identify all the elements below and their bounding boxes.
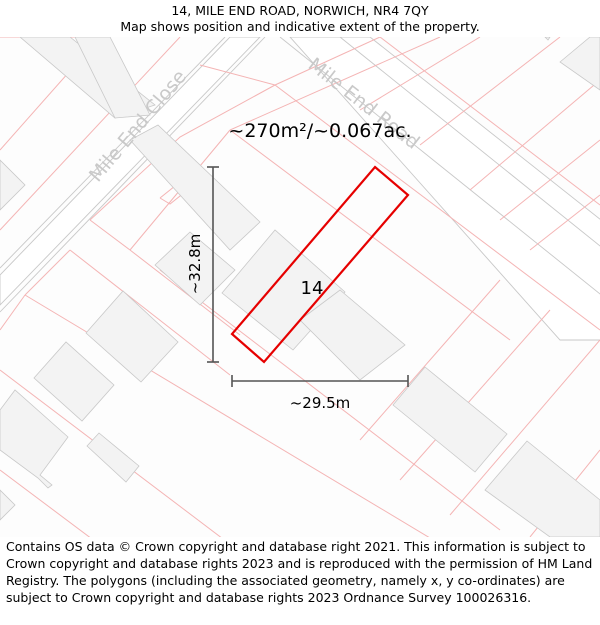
copyright-attribution: Contains OS data © Crown copyright and d… (6, 539, 593, 605)
height-dimension-label: ~32.8m (186, 234, 204, 295)
width-dimension: ~29.5m (231, 375, 409, 412)
buildings (0, 37, 600, 537)
road-mile-end-close (0, 37, 266, 313)
map-header: 14, MILE END ROAD, NORWICH, NR4 7QY Map … (0, 0, 600, 37)
property-outline[interactable] (230, 165, 410, 364)
width-dimension-label: ~29.5m (290, 394, 351, 412)
map-subtitle: Map shows position and indicative extent… (120, 19, 480, 34)
height-dimension: ~32.8m (186, 166, 219, 363)
area-label: ~270m²/~0.067ac. (228, 120, 411, 142)
house-number-label: 14 (301, 278, 324, 299)
property-map[interactable]: Mile End Close Mile End Road ~270m²/~0.0… (0, 37, 600, 537)
property-address: 14, MILE END ROAD, NORWICH, NR4 7QY (171, 3, 429, 18)
